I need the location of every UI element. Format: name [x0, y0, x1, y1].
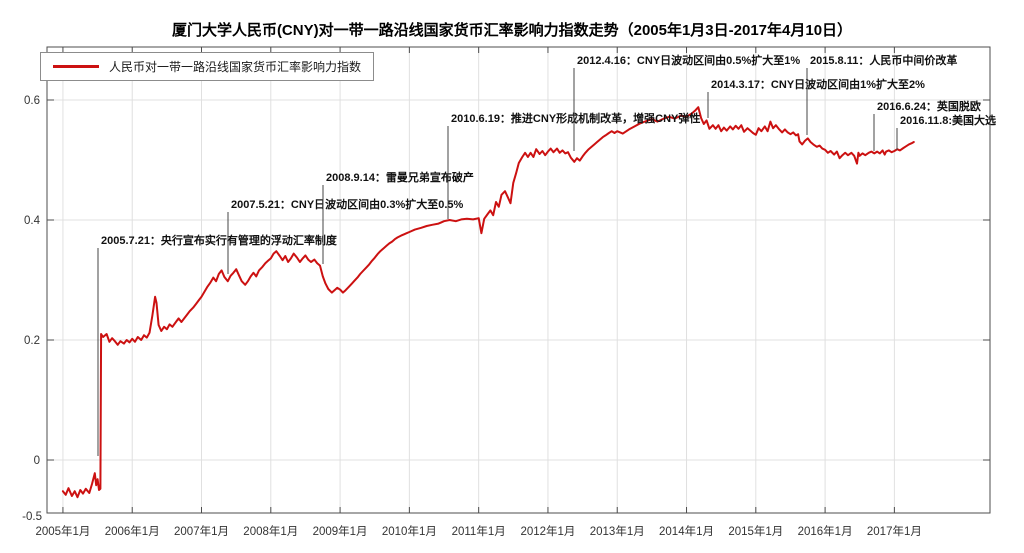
annotation-label: 2007.5.21：CNY日波动区间由0.3%扩大至0.5% — [231, 197, 464, 211]
axis-box — [46, 46, 991, 514]
x-tick-label: 2017年1月 — [867, 524, 922, 538]
x-tick-label: 2012年1月 — [520, 524, 575, 538]
x-tick-label: 2006年1月 — [105, 524, 160, 538]
data-line — [61, 106, 915, 499]
annotation-label: 2014.3.17：CNY日波动区间由1%扩大至2% — [711, 77, 925, 91]
x-tick-label: 2010年1月 — [382, 524, 437, 538]
annotation-label: 2012.4.16：CNY日波动区间由0.5%扩大至1% — [577, 53, 800, 67]
annotation-label: 2010.6.19：推进CNY形成机制改革，增强CNY弹性 — [451, 111, 700, 125]
y-tick-label: 0.4 — [24, 215, 41, 227]
annotation-label: 2016.11.8:美国大选 — [900, 113, 996, 127]
annotation-label: 2015.8.11：人民币中间价改革 — [810, 53, 957, 67]
annotation-label: 2005.7.21：央行宣布实行有管理的浮动汇率制度 — [101, 233, 338, 247]
x-tick-label: 2011年1月 — [452, 524, 506, 538]
legend-line-sample — [53, 65, 99, 68]
legend-label: 人民币对一带一路沿线国家货币汇率影响力指数 — [109, 60, 362, 74]
annotation-label: 2008.9.14：雷曼兄弟宣布破产 — [326, 170, 474, 184]
x-tick-label: 2014年1月 — [659, 524, 714, 538]
x-tick-label: 2016年1月 — [798, 524, 853, 538]
x-tick-label: 2008年1月 — [243, 524, 298, 538]
y-corner-label: -0.5 — [22, 511, 42, 523]
x-tick-label: 2009年1月 — [313, 524, 368, 538]
x-tick-label: 2007年1月 — [174, 524, 229, 538]
x-tick-label: 2013年1月 — [590, 524, 645, 538]
y-tick-label: 0.2 — [24, 335, 40, 347]
x-tick-label: 2015年1月 — [728, 524, 783, 538]
y-tick-label: 0 — [34, 455, 40, 467]
x-tick-label: 2005年1月 — [35, 524, 90, 538]
y-tick-label: 0.6 — [24, 95, 40, 107]
annotation-label: 2016.6.24：英国脱欧 — [877, 99, 981, 113]
chart-title: 厦门大学人民币(CNY)对一带一路沿线国家货币汇率影响力指数走势（2005年1月… — [171, 22, 853, 39]
legend: 人民币对一带一路沿线国家货币汇率影响力指数 — [40, 52, 375, 81]
